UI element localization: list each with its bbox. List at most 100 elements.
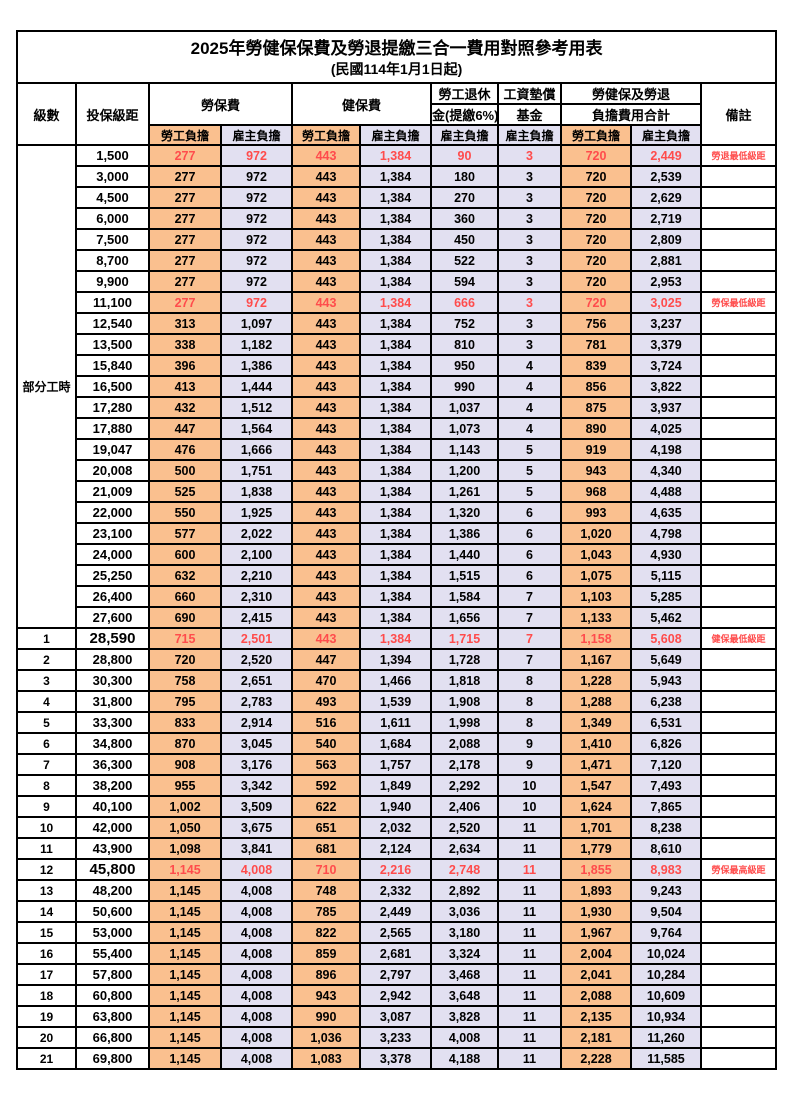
table-row: 2 28,800 720 2,520 447 1,394 1,728 7 1,167 5,649	[16, 648, 778, 671]
table-row: 14 50,600 1,145 4,008 785 2,449 3,036 11 1,930 9,…	[16, 900, 778, 923]
value-cell: 313	[148, 312, 222, 335]
note-cell	[699, 522, 778, 545]
value-cell: 443	[291, 144, 361, 167]
subheader-hi-employee: 勞工負擔	[291, 124, 361, 146]
table-row: 部分工時 1,500 277 972 443 1,384 90 3 720 2,449 勞退最低級距	[16, 144, 778, 629]
value-cell: 277	[148, 228, 222, 251]
note-cell	[699, 564, 778, 587]
value-cell: 4	[497, 396, 562, 419]
note-cell	[699, 228, 778, 251]
bracket-cell: 66,800	[75, 1026, 150, 1049]
note-cell	[699, 690, 778, 713]
value-cell: 6,238	[630, 690, 702, 713]
table-row: 12,540 313 1,097 443 1,384 752 3 756 3,237	[17, 312, 778, 335]
table-row: 17 57,800 1,145 4,008 896 2,797 3,468 11 2,041 10…	[16, 963, 778, 986]
value-cell: 720	[560, 165, 632, 188]
value-cell: 8	[497, 711, 562, 734]
value-cell: 2,942	[359, 984, 432, 1007]
value-cell: 1,384	[359, 438, 432, 461]
value-cell: 563	[291, 753, 361, 776]
value-cell: 9,243	[630, 879, 702, 902]
value-cell: 3,822	[630, 375, 702, 398]
value-cell: 972	[220, 228, 293, 251]
value-cell: 1,384	[359, 249, 432, 272]
value-cell: 600	[148, 543, 222, 566]
value-cell: 856	[560, 375, 632, 398]
title-row: 2025年勞健保保費及勞退提繳三合一費用對照參考用表 (民國114年1月1日起)	[15, 30, 778, 84]
bracket-cell: 20,008	[75, 459, 150, 482]
value-cell: 9	[497, 753, 562, 776]
value-cell: 443	[291, 459, 361, 482]
table-row: 21,009 525 1,838 443 1,384 1,261 5 968 4,488	[17, 480, 778, 503]
value-cell: 859	[291, 942, 361, 965]
value-cell: 2,135	[560, 1005, 632, 1028]
value-cell: 1,043	[560, 543, 632, 566]
value-cell: 720	[560, 249, 632, 272]
value-cell: 1,998	[430, 711, 499, 734]
value-cell: 11	[497, 921, 562, 944]
value-cell: 1,145	[148, 900, 222, 923]
value-cell: 1,384	[359, 501, 432, 524]
value-cell: 413	[148, 375, 222, 398]
value-cell: 1,083	[291, 1047, 361, 1070]
note-cell	[699, 249, 778, 272]
note-cell	[699, 606, 778, 629]
table-row: 26,400 660 2,310 443 1,384 1,584 7 1,103 5,285	[17, 585, 778, 608]
value-cell: 1,036	[291, 1026, 361, 1049]
table-row: 6,000 277 972 443 1,384 360 3 720 2,719	[17, 207, 778, 230]
bracket-cell: 8,700	[75, 249, 150, 272]
note-cell	[699, 648, 778, 671]
table-row: 20,008 500 1,751 443 1,384 1,200 5 943 4,340	[17, 459, 778, 482]
subheader-total-employee: 勞工負擔	[560, 124, 632, 146]
note-cell	[699, 795, 778, 818]
table-row: 27,600 690 2,415 443 1,384 1,656 7 1,133 5,462	[17, 606, 778, 629]
bracket-cell: 43,900	[75, 837, 150, 860]
value-cell: 1,967	[560, 921, 632, 944]
value-cell: 2,032	[359, 816, 432, 839]
value-cell: 890	[560, 417, 632, 440]
value-cell: 9,504	[630, 900, 702, 923]
value-cell: 1,444	[220, 375, 293, 398]
value-cell: 2,651	[220, 669, 293, 692]
value-cell: 2,449	[359, 900, 432, 923]
value-cell: 715	[148, 627, 222, 650]
value-cell: 7	[497, 585, 562, 608]
bracket-cell: 4,500	[75, 186, 150, 209]
value-cell: 11,585	[630, 1047, 702, 1070]
level-cell: 20	[16, 1026, 77, 1049]
bracket-cell: 42,000	[75, 816, 150, 839]
value-cell: 3,937	[630, 396, 702, 419]
bracket-cell: 22,000	[75, 501, 150, 524]
value-cell: 443	[291, 270, 361, 293]
col-header-total-line1: 勞健保及勞退	[560, 82, 702, 105]
value-cell: 2,415	[220, 606, 293, 629]
value-cell: 3,379	[630, 333, 702, 356]
value-cell: 3	[497, 270, 562, 293]
value-cell: 522	[430, 249, 499, 272]
value-cell: 5,608	[630, 627, 702, 650]
col-header-level: 級數	[16, 82, 77, 146]
level-cell: 10	[16, 816, 77, 839]
note-cell	[699, 963, 778, 986]
col-header-wage-fund-line2: 基金	[497, 103, 562, 126]
value-cell: 4,025	[630, 417, 702, 440]
value-cell: 1,757	[359, 753, 432, 776]
value-cell: 1,002	[148, 795, 222, 818]
value-cell: 1,512	[220, 396, 293, 419]
value-cell: 1,384	[359, 186, 432, 209]
bracket-cell: 48,200	[75, 879, 150, 902]
note-cell	[699, 354, 778, 377]
value-cell: 3	[497, 249, 562, 272]
value-cell: 7,865	[630, 795, 702, 818]
level-cell: 1	[16, 627, 77, 650]
value-cell: 277	[148, 165, 222, 188]
value-cell: 1,384	[359, 417, 432, 440]
value-cell: 450	[430, 228, 499, 251]
table-row: 10 42,000 1,050 3,675 651 2,032 2,520 11 1,701 8,…	[16, 816, 778, 839]
value-cell: 4,198	[630, 438, 702, 461]
level-cell: 15	[16, 921, 77, 944]
value-cell: 443	[291, 375, 361, 398]
value-cell: 11	[497, 879, 562, 902]
value-cell: 1,050	[148, 816, 222, 839]
value-cell: 1,384	[359, 165, 432, 188]
